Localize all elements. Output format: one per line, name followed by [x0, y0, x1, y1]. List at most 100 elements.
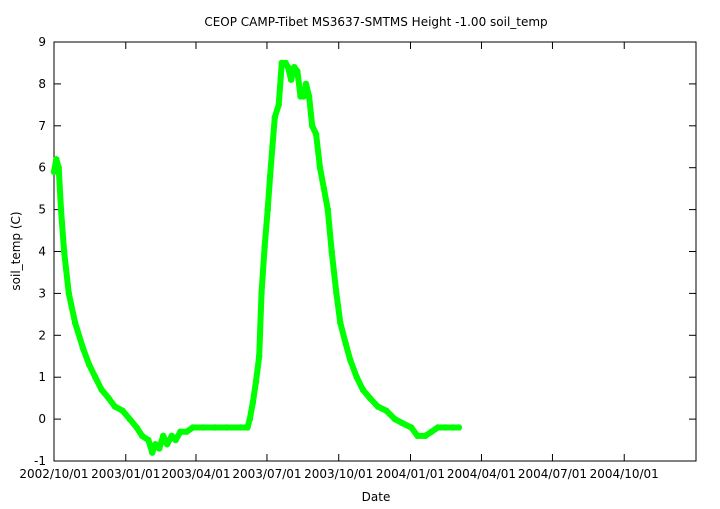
- x-tick-label: 2003/10/01: [304, 467, 373, 481]
- data-point: [152, 441, 159, 448]
- data-point: [353, 374, 360, 381]
- x-tick-label: 2002/10/01: [19, 467, 88, 481]
- y-tick-label: 6: [38, 161, 46, 175]
- data-point: [258, 290, 265, 297]
- data-point: [347, 357, 354, 364]
- plot-frame: [53, 41, 697, 462]
- data-point: [333, 290, 340, 297]
- data-point: [305, 93, 313, 100]
- data-point: [237, 424, 244, 431]
- data-point: [65, 290, 73, 297]
- data-point: [328, 248, 335, 255]
- data-point: [294, 68, 301, 75]
- series-line: [51, 60, 462, 456]
- data-point: [211, 424, 218, 431]
- data-point: [60, 248, 68, 255]
- y-tick-label: 7: [38, 119, 46, 133]
- data-point: [246, 415, 253, 423]
- data-point: [383, 407, 390, 414]
- data-point: [223, 424, 230, 431]
- y-tick-label: 2: [38, 328, 46, 342]
- data-point: [269, 143, 276, 150]
- data-point: [455, 424, 463, 431]
- y-tick-label: 4: [38, 245, 46, 259]
- data-point: [138, 432, 146, 440]
- data-point: [284, 63, 292, 71]
- data-point: [324, 206, 332, 213]
- data-point: [55, 164, 62, 171]
- y-tick-label: 0: [38, 412, 46, 426]
- data-point: [309, 122, 316, 129]
- y-tick-label: 1: [38, 370, 46, 384]
- data-point: [79, 344, 87, 352]
- data-point: [366, 394, 374, 402]
- data-point: [111, 403, 119, 410]
- data-point: [408, 424, 415, 431]
- data-point: [98, 386, 105, 393]
- data-point: [160, 432, 167, 440]
- data-point: [316, 164, 324, 171]
- data-point: [50, 168, 58, 176]
- data-point: [199, 424, 207, 431]
- data-point: [172, 436, 179, 444]
- x-tick-label: 2004/01/01: [376, 467, 445, 481]
- data-point: [53, 156, 60, 163]
- data-point: [264, 206, 271, 213]
- data-point: [442, 424, 449, 431]
- x-axis-label: Date: [362, 490, 391, 504]
- x-tick-label: 2003/07/01: [232, 467, 301, 481]
- data-point: [85, 361, 93, 368]
- data-point: [374, 403, 381, 410]
- y-tick-label: -1: [34, 454, 46, 468]
- data-point: [337, 319, 344, 326]
- data-point: [177, 428, 184, 435]
- data-point: [249, 399, 257, 406]
- data-point: [163, 441, 171, 448]
- data-point: [183, 428, 190, 435]
- data-point: [391, 415, 399, 423]
- data-point: [57, 206, 65, 213]
- data-point: [149, 449, 156, 456]
- data-point: [434, 424, 441, 431]
- data-point: [145, 436, 152, 444]
- data-point: [414, 432, 421, 440]
- x-tick-label: 2003/01/01: [91, 467, 160, 481]
- data-point: [302, 80, 310, 88]
- data-point: [168, 432, 175, 440]
- data-point: [320, 185, 328, 192]
- data-point: [275, 101, 282, 109]
- data-point: [261, 244, 268, 251]
- data-point: [271, 114, 278, 121]
- data-point: [399, 420, 406, 427]
- plot-area: -1 0 1 2 3 4 5 6 7 8 9 2002/10/01 2003/01/01 2003/04/…: [19, 35, 697, 481]
- data-point: [156, 445, 163, 452]
- data-point: [359, 386, 367, 393]
- y-tick-label: 3: [38, 286, 46, 300]
- data-point: [71, 319, 79, 326]
- data-point: [133, 424, 140, 431]
- data-point: [244, 424, 251, 431]
- data-point: [189, 424, 197, 431]
- x-tick-label: 2004/07/01: [518, 467, 587, 481]
- data-point: [422, 432, 429, 440]
- data-point: [119, 407, 126, 414]
- data-point: [428, 428, 435, 435]
- x-tick-label: 2003/04/01: [161, 467, 230, 481]
- data-point: [342, 340, 349, 347]
- data-point: [105, 394, 112, 402]
- y-axis-label: soil_temp (C): [9, 211, 23, 290]
- data-point: [450, 424, 457, 431]
- y-tick-label: 8: [38, 77, 46, 91]
- data-point: [252, 378, 260, 385]
- data-point: [255, 353, 263, 360]
- chart-title: CEOP CAMP-Tibet MS3637-SMTMS Height -1.0…: [204, 15, 547, 29]
- x-tick-label: 2004/10/01: [590, 467, 659, 481]
- y-tick-label: 9: [38, 35, 46, 49]
- data-point: [126, 415, 133, 423]
- data-point: [287, 76, 295, 83]
- data-point: [312, 130, 320, 138]
- data-point: [92, 374, 99, 381]
- y-tick-label: 5: [38, 203, 46, 217]
